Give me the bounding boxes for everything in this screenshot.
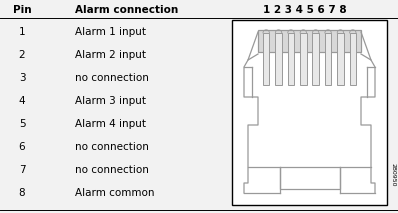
Text: 1: 1	[19, 27, 25, 37]
Text: 4: 4	[19, 96, 25, 106]
Text: Pin: Pin	[13, 5, 31, 15]
Text: 7: 7	[19, 165, 25, 175]
Bar	[349, 33, 356, 85]
Text: 8: 8	[19, 188, 25, 198]
Bar	[279, 167, 339, 189]
Text: no connection: no connection	[75, 73, 149, 83]
Bar	[325, 33, 331, 85]
Bar	[232, 20, 387, 205]
Text: Alarm 1 input: Alarm 1 input	[75, 27, 146, 37]
Text: no connection: no connection	[75, 142, 149, 152]
Text: Alarm 3 input: Alarm 3 input	[75, 96, 146, 106]
Text: 1 2 3 4 5 6 7 8: 1 2 3 4 5 6 7 8	[263, 5, 347, 15]
Bar	[337, 33, 343, 85]
Bar	[288, 33, 294, 85]
Text: 5: 5	[19, 119, 25, 129]
Text: no connection: no connection	[75, 165, 149, 175]
Bar	[263, 33, 269, 85]
Text: 280950: 280950	[390, 163, 395, 187]
Text: 6: 6	[19, 142, 25, 152]
Text: 3: 3	[19, 73, 25, 83]
Bar	[300, 33, 306, 85]
Bar	[312, 33, 319, 85]
Bar	[275, 33, 282, 85]
Bar	[258, 30, 361, 52]
Text: Alarm common: Alarm common	[75, 188, 154, 198]
Text: Alarm connection: Alarm connection	[75, 5, 178, 15]
Text: Alarm 2 input: Alarm 2 input	[75, 50, 146, 60]
Text: 2: 2	[19, 50, 25, 60]
Text: Alarm 4 input: Alarm 4 input	[75, 119, 146, 129]
